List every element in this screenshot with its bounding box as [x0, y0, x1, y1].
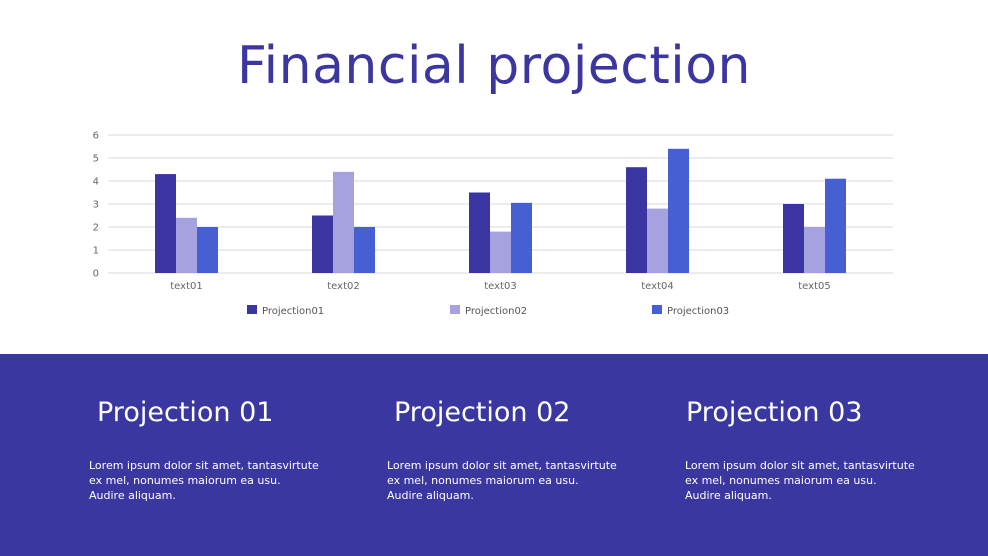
bar	[333, 171, 354, 273]
y-tick-label: 1	[93, 246, 99, 257]
bar	[312, 215, 333, 273]
y-tick-label: 4	[93, 177, 99, 188]
page-title: Financial projection	[237, 36, 751, 96]
bar	[804, 227, 825, 273]
projection-heading: Projection 01	[97, 397, 274, 428]
projection-description: Lorem ipsum dolor sit amet, tantasvirtut…	[89, 459, 319, 502]
projection-heading: Projection 02	[394, 397, 571, 428]
bar	[176, 217, 197, 273]
x-tick-label: text05	[798, 281, 830, 292]
bar-chart: 0 1 2 3 4 5 6 text01 text02 text03 text04 text05 Pro…	[93, 131, 893, 317]
bar	[490, 231, 511, 273]
y-tick-label: 6	[93, 131, 99, 142]
projection-heading: Projection 03	[686, 397, 863, 428]
bar	[825, 178, 846, 273]
bar	[511, 202, 532, 273]
legend-swatch	[652, 305, 662, 314]
bar	[354, 227, 375, 273]
x-tick-label: text01	[170, 281, 202, 292]
bar	[783, 204, 804, 273]
y-tick-label: 5	[93, 154, 99, 165]
projection-description: Lorem ipsum dolor sit amet, tantasvirtut…	[685, 459, 915, 502]
bar	[668, 148, 689, 273]
bar	[155, 174, 176, 273]
x-tick-label: text03	[484, 281, 516, 292]
projection-description: Lorem ipsum dolor sit amet, tantasvirtut…	[387, 459, 617, 502]
legend-swatch	[247, 305, 257, 314]
x-tick-label: text02	[327, 281, 359, 292]
bar	[197, 227, 218, 273]
projection-panel: Projection 01 Lorem ipsum dolor sit amet…	[0, 354, 988, 556]
y-tick-label: 3	[93, 200, 99, 211]
legend-label: Projection01	[262, 306, 324, 317]
bar	[469, 192, 490, 273]
legend-swatch	[450, 305, 460, 314]
x-tick-label: text04	[641, 281, 673, 292]
legend-label: Projection03	[667, 306, 729, 317]
y-tick-label: 2	[93, 223, 99, 234]
legend-label: Projection02	[465, 306, 527, 317]
bar	[647, 208, 668, 273]
y-tick-label: 0	[93, 269, 99, 280]
bar	[626, 167, 647, 273]
